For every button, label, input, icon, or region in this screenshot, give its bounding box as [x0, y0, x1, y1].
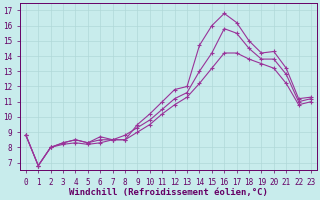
X-axis label: Windchill (Refroidissement éolien,°C): Windchill (Refroidissement éolien,°C) [69, 188, 268, 197]
